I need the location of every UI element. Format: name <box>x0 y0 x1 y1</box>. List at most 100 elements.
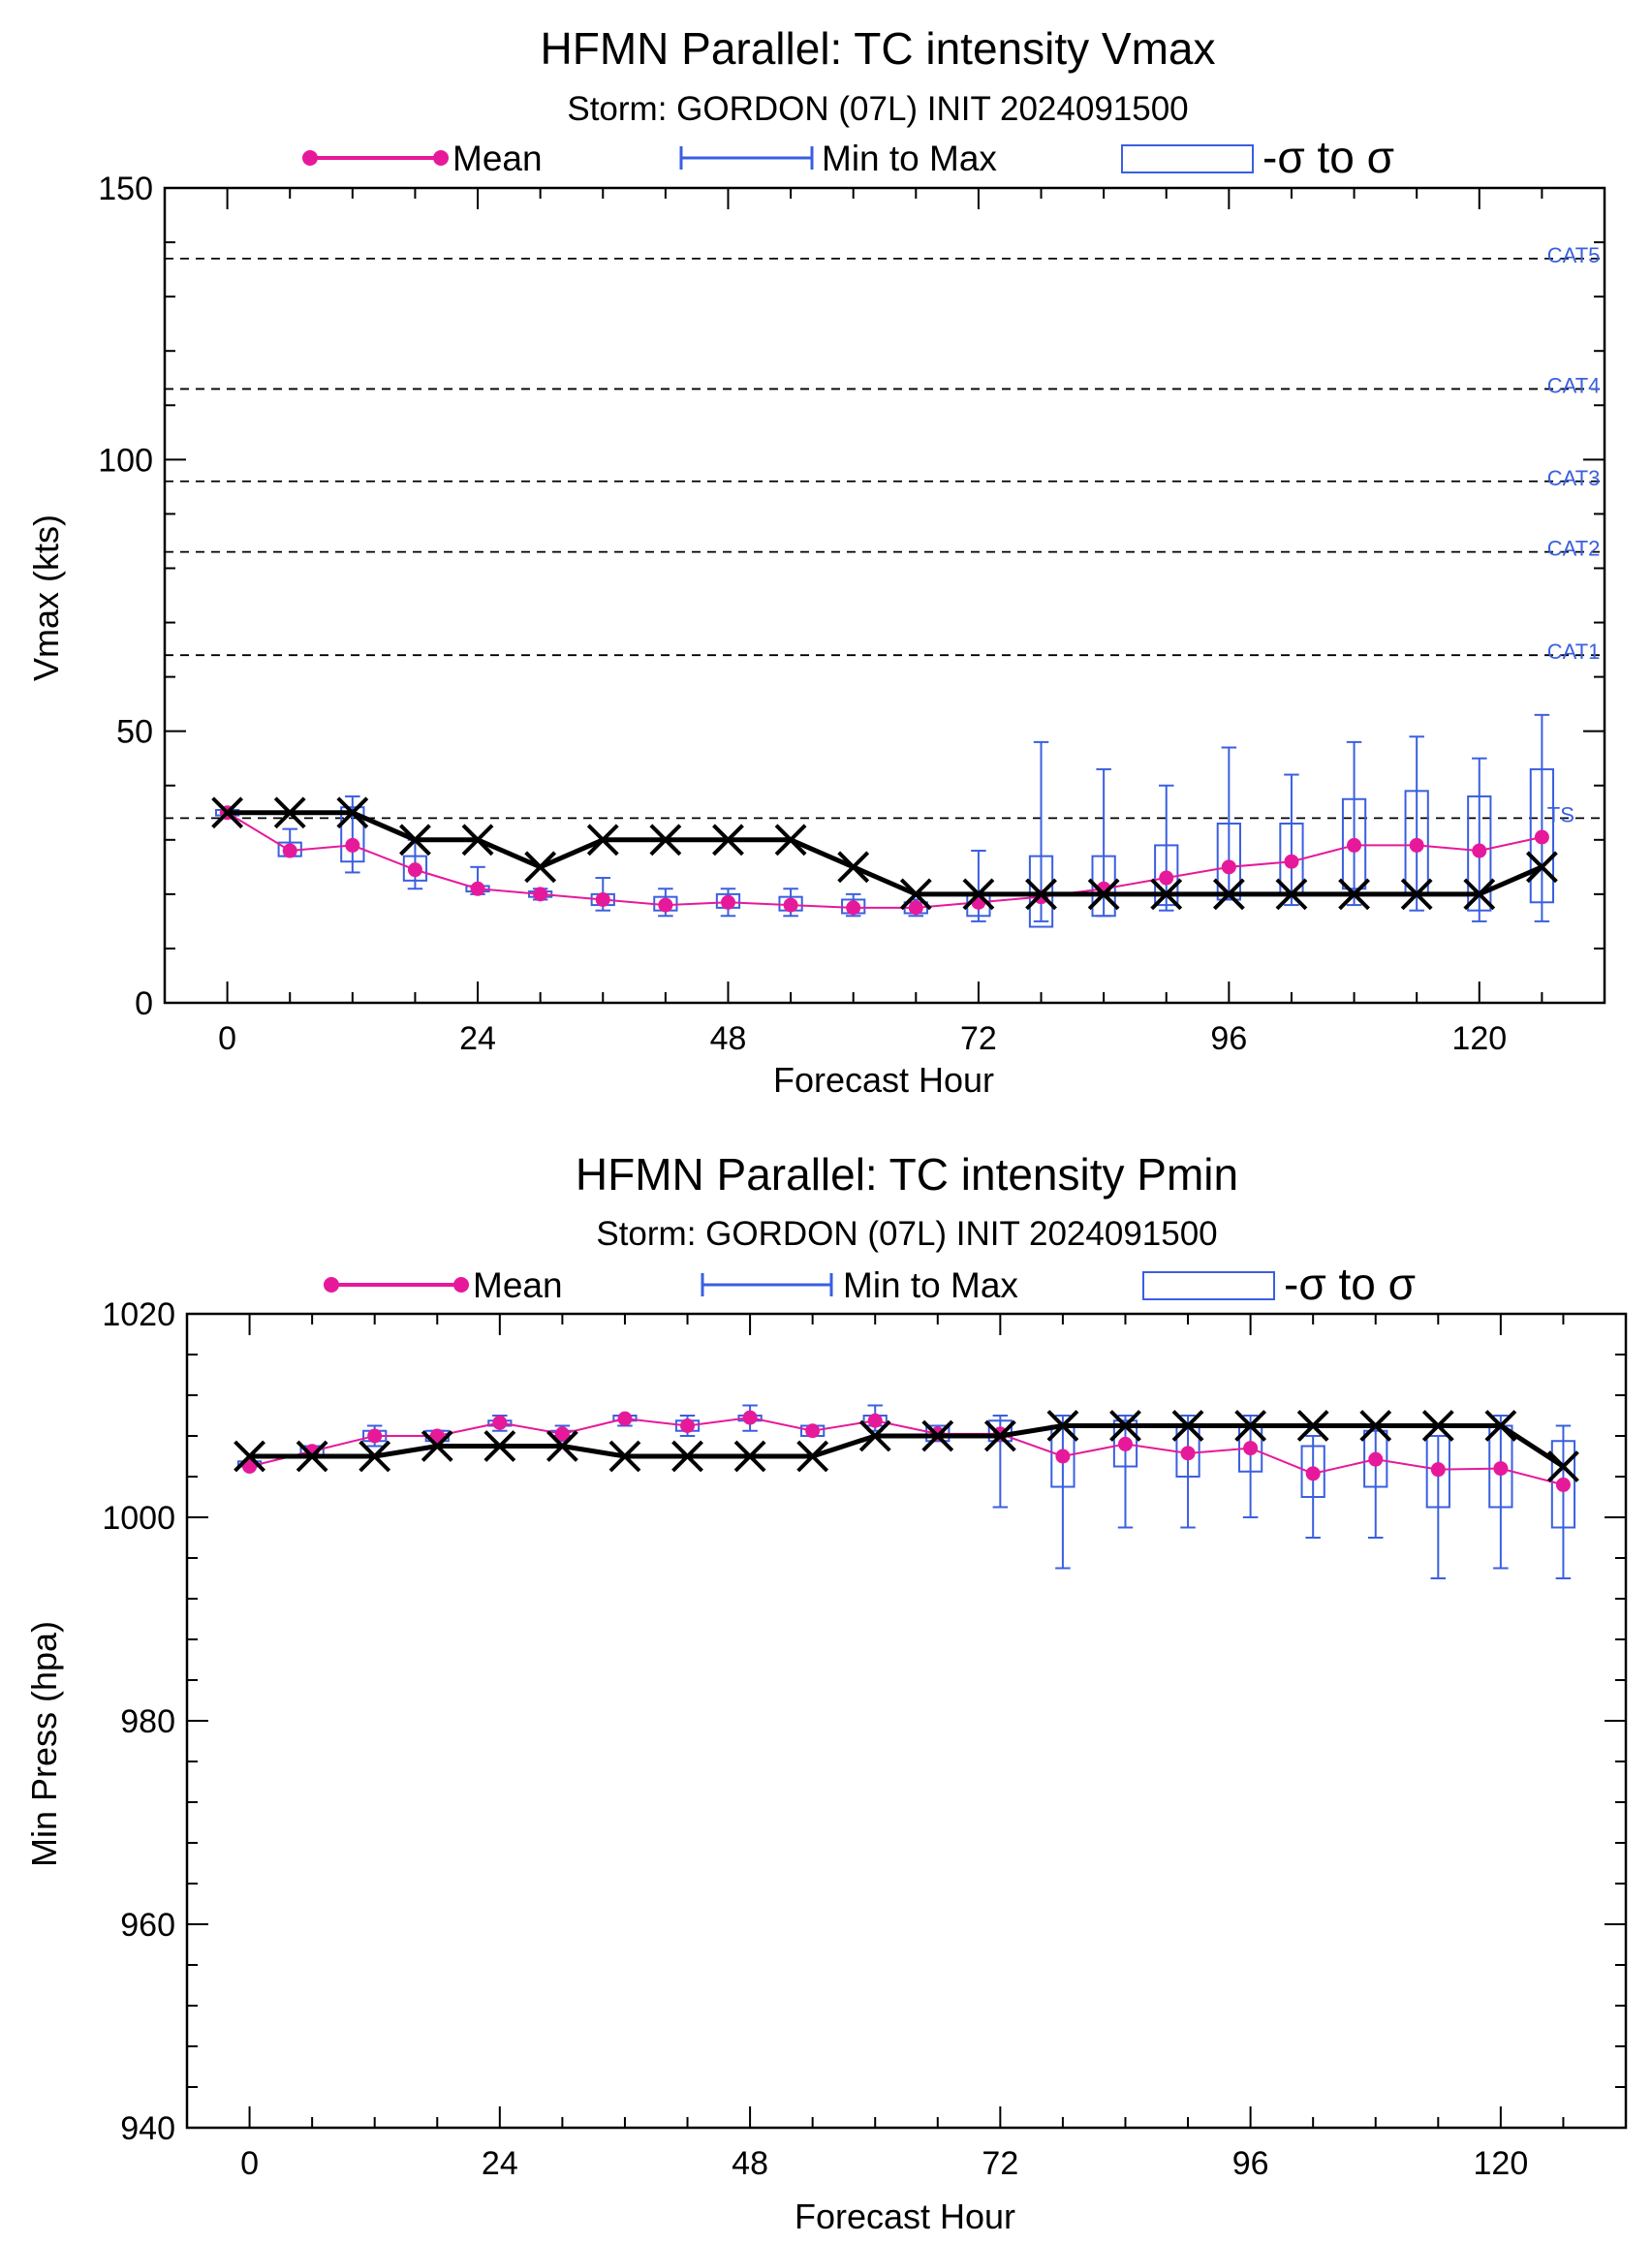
pmin-y-axis-label: Min Press (hpa) <box>24 1621 64 1867</box>
vmax-mean-line <box>227 811 1543 909</box>
pmin-mean-point <box>1055 1449 1071 1464</box>
vmax-observed-marker <box>211 796 244 829</box>
vmax-observed-marker <box>1463 878 1496 911</box>
pmin-y-tick-label: 980 <box>120 1703 175 1740</box>
vmax-legend-mean-swatch-dot <box>302 150 318 166</box>
vmax-subtitle: Storm: GORDON (07L) INIT 2024091500 <box>567 90 1188 128</box>
pmin-mean-point <box>805 1423 821 1439</box>
pmin-observed-marker <box>1484 1410 1517 1442</box>
vmax-observed-line <box>227 810 1543 897</box>
pmin-mean-line <box>249 1417 1564 1486</box>
vmax-mean-point <box>1221 859 1236 875</box>
pmin-observed-marker <box>608 1440 641 1473</box>
pmin-mean-point <box>1117 1436 1133 1451</box>
pmin-legend-sigma-swatch <box>1142 1271 1275 1300</box>
vmax-mean-point <box>1159 870 1174 886</box>
pmin-observed-marker <box>858 1419 891 1452</box>
pmin-y-tick-label: 940 <box>120 2110 175 2147</box>
pmin-observed-marker <box>545 1430 578 1462</box>
vmax-observed-marker <box>461 824 494 857</box>
pmin-y-tick-label: 1020 <box>102 1296 175 1333</box>
pmin-x-tick-label: 0 <box>240 2145 259 2182</box>
pmin-observed-marker <box>483 1430 516 1462</box>
pmin-mean-point <box>742 1410 758 1425</box>
pmin-observed-marker <box>983 1419 1016 1452</box>
pmin-mean-point <box>429 1428 445 1444</box>
vmax-legend-sigma-swatch <box>1121 144 1254 173</box>
vmax-mean-point <box>783 897 798 913</box>
vmax-y-tick-label: 150 <box>98 171 153 207</box>
vmax-observed-marker <box>586 824 619 857</box>
pmin-x-tick-label: 48 <box>732 2145 768 2182</box>
vmax-observed-marker <box>899 878 932 911</box>
pmin-legend-mean-swatch-dot <box>324 1277 339 1293</box>
pmin-mean-point <box>680 1418 696 1433</box>
vmax-threshold-label: CAT1 <box>1547 639 1601 664</box>
pmin-mean-point <box>1243 1441 1259 1456</box>
pmin-observed-marker <box>358 1440 391 1473</box>
vmax-plot-area: 0 24 48 72 96 120 0 50 100 150 TS CAT1 CAT2 CAT3 CAT4 C… <box>98 171 1606 1057</box>
pmin-x-tick-label: 72 <box>982 2145 1018 2182</box>
vmax-mean-point <box>1284 854 1299 869</box>
pmin-mean-point <box>1430 1462 1446 1478</box>
pmin-observed-marker <box>234 1440 265 1473</box>
pmin-observed-marker <box>1171 1410 1204 1442</box>
pmin-mean-point <box>1555 1477 1571 1492</box>
pmin-legend-sigma-label: -σ to σ <box>1284 1259 1416 1309</box>
vmax-x-tick-label: 72 <box>960 1020 997 1057</box>
pmin-subtitle: Storm: GORDON (07L) INIT 2024091500 <box>596 1215 1217 1253</box>
vmax-mean-point <box>1409 837 1424 853</box>
pmin-legend-mean-swatch-dot <box>453 1277 469 1293</box>
vmax-legend-mean-label: Mean <box>452 139 543 178</box>
pmin-legend-mean-label: Mean <box>473 1265 563 1305</box>
vmax-x-tick-label: 120 <box>1451 1020 1507 1057</box>
pmin-observed-line <box>249 1423 1565 1469</box>
vmax-mean-point <box>595 891 610 907</box>
pmin-mean-point <box>617 1411 633 1426</box>
vmax-threshold-label: CAT3 <box>1547 466 1601 490</box>
pmin-mean-point <box>1493 1461 1509 1477</box>
vmax-title: HFMN Parallel: TC intensity Vmax <box>541 23 1216 74</box>
pmin-observed-marker <box>1547 1450 1579 1482</box>
vmax-mean-point <box>658 897 673 913</box>
pmin-observed-marker <box>733 1440 766 1473</box>
vmax-observed-marker <box>1087 878 1120 911</box>
pmin-mean-point <box>1368 1451 1384 1467</box>
pmin-mean-point <box>242 1459 258 1474</box>
vmax-observed-marker <box>399 824 431 857</box>
pmin-x-tick-label: 96 <box>1232 2145 1269 2182</box>
pmin-observed-marker <box>796 1440 829 1473</box>
vmax-plot-frame <box>163 186 1606 1005</box>
vmax-legend-minmax-label: Min to Max <box>822 139 997 178</box>
vmax-observed-marker <box>336 796 369 829</box>
pmin-mean-point <box>367 1428 383 1444</box>
vmax-y-tick-label: 0 <box>135 985 153 1022</box>
vmax-mean-point <box>282 843 297 858</box>
vmax-y-tick-label: 50 <box>116 714 153 751</box>
pmin-observed-marker <box>671 1440 703 1473</box>
vmax-observed-marker <box>649 824 682 857</box>
vmax-x-tick-label: 96 <box>1210 1020 1247 1057</box>
vmax-mean-point <box>470 881 485 896</box>
vmax-observed-marker <box>273 796 306 829</box>
vmax-mean-point <box>1347 837 1362 853</box>
pmin-observed-marker <box>1234 1410 1267 1442</box>
pmin-mean-point <box>1180 1446 1196 1461</box>
pmin-y-tick-label: 960 <box>120 1907 175 1944</box>
vmax-mean-point <box>908 900 923 916</box>
vmax-observed-marker <box>1400 878 1433 911</box>
vmax-y-tick-label: 100 <box>98 442 153 479</box>
pmin-observed-marker <box>1046 1410 1079 1442</box>
pmin-panel: HFMN Parallel: TC intensity Pmin Storm: … <box>24 1149 1628 2236</box>
pmin-observed-marker <box>1359 1410 1392 1442</box>
vmax-x-tick-label: 0 <box>218 1020 236 1057</box>
vmax-observed-marker <box>774 824 807 857</box>
vmax-threshold-label: CAT5 <box>1547 243 1601 267</box>
pmin-title: HFMN Parallel: TC intensity Pmin <box>576 1149 1238 1200</box>
vmax-mean-point <box>1472 843 1487 858</box>
vmax-x-tick-label: 24 <box>459 1020 496 1057</box>
pmin-observed-marker <box>296 1440 328 1473</box>
pmin-x-axis-label: Forecast Hour <box>795 2197 1015 2236</box>
pmin-mean-point <box>492 1415 508 1430</box>
